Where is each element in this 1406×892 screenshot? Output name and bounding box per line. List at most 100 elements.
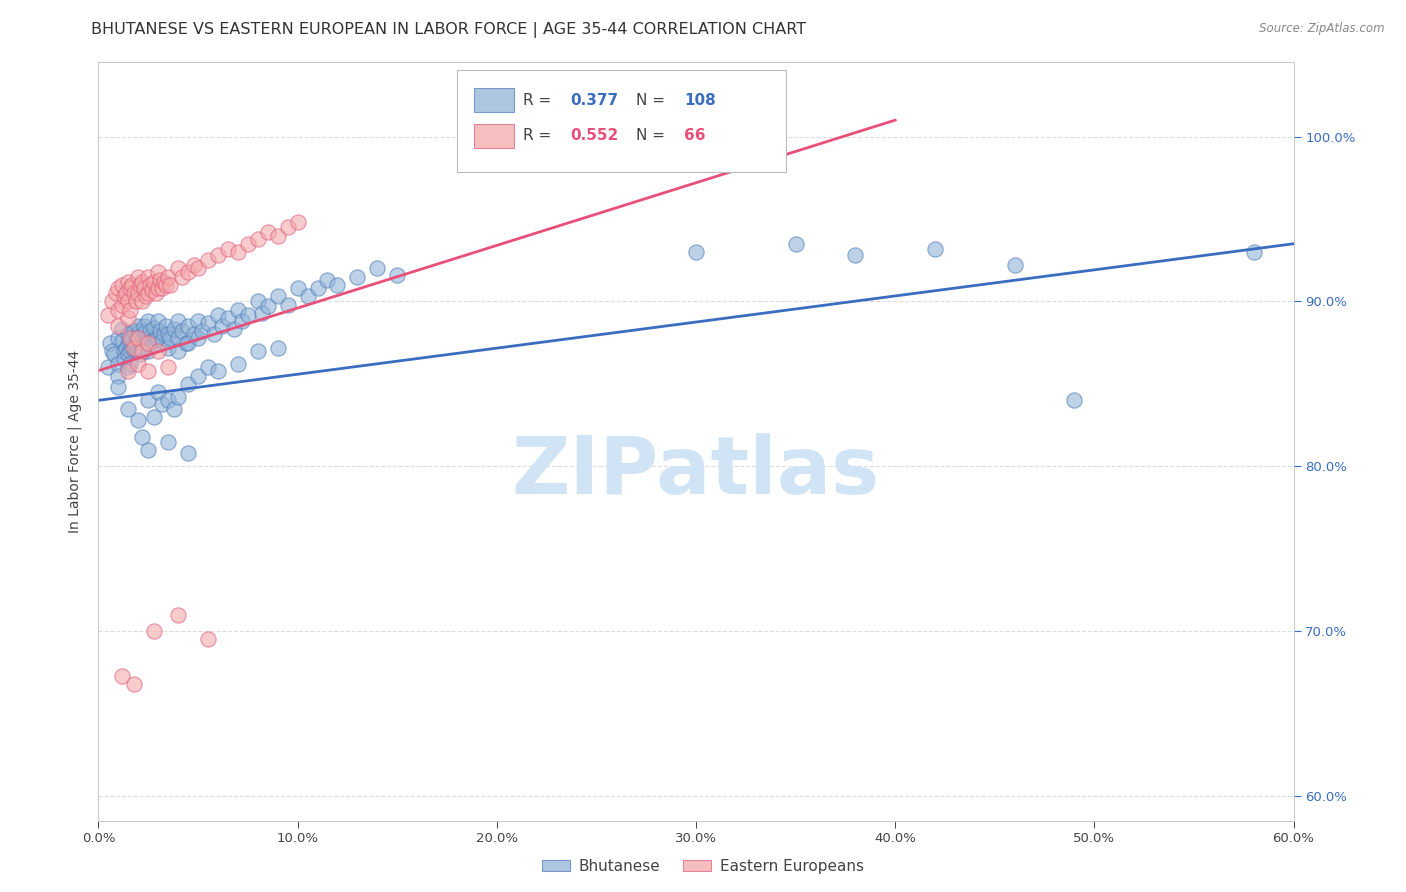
Point (346, 269, 368, 284)
Point (148, 281, 170, 295)
Point (139, 324, 162, 338)
Point (143, 275, 166, 289)
Point (117, 401, 139, 416)
Point (125, 331, 148, 345)
Point (150, 396, 173, 410)
Point (153, 275, 176, 289)
Point (143, 409, 166, 424)
Point (97, 308, 120, 322)
Point (112, 343, 135, 358)
Point (107, 281, 129, 295)
Point (136, 393, 159, 408)
Point (187, 314, 209, 328)
Point (111, 668, 134, 682)
Point (134, 332, 156, 346)
Point (136, 343, 159, 358)
Point (167, 607, 190, 622)
Point (112, 352, 135, 367)
Point (120, 357, 142, 371)
Point (167, 331, 190, 345)
Point (131, 327, 153, 342)
Point (187, 331, 209, 345)
Point (136, 331, 159, 345)
Point (197, 316, 219, 330)
Point (111, 298, 134, 312)
Point (1004, 258, 1026, 272)
Point (107, 357, 129, 371)
Point (157, 269, 180, 284)
Point (366, 261, 388, 276)
Text: R =: R = (523, 128, 555, 144)
Point (316, 273, 339, 287)
Point (127, 343, 149, 358)
Point (120, 334, 142, 348)
Point (157, 341, 180, 355)
Legend: Bhutanese, Eastern Europeans: Bhutanese, Eastern Europeans (536, 853, 870, 880)
Point (157, 327, 180, 342)
Text: 108: 108 (685, 93, 716, 108)
Text: 66: 66 (685, 128, 706, 144)
Point (217, 242, 239, 256)
Point (385, 268, 409, 282)
Text: BHUTANESE VS EASTERN EUROPEAN IN LABOR FORCE | AGE 35-44 CORRELATION CHART: BHUTANESE VS EASTERN EUROPEAN IN LABOR F… (91, 22, 807, 38)
Point (103, 347, 125, 361)
Point (217, 310, 239, 325)
Point (297, 289, 319, 303)
Point (183, 258, 205, 272)
Point (136, 364, 159, 378)
Point (197, 253, 219, 268)
Point (250, 306, 273, 320)
Point (111, 277, 134, 292)
Text: ZIPatlas: ZIPatlas (512, 433, 880, 511)
Point (148, 265, 170, 279)
Point (157, 360, 180, 375)
Point (844, 248, 866, 262)
Point (277, 298, 299, 312)
Point (129, 347, 152, 361)
Point (155, 319, 177, 334)
Point (143, 320, 166, 334)
Point (226, 302, 249, 317)
Point (685, 244, 707, 259)
Point (187, 261, 209, 276)
Point (134, 319, 156, 334)
Text: N =: N = (636, 93, 671, 108)
Point (148, 314, 170, 328)
Point (177, 265, 200, 279)
Point (115, 286, 138, 301)
Point (256, 225, 278, 239)
Point (129, 277, 152, 292)
Point (157, 393, 180, 408)
Point (174, 335, 197, 350)
Point (256, 299, 278, 313)
Point (134, 281, 156, 295)
Point (127, 331, 149, 345)
Point (115, 341, 138, 355)
Point (131, 343, 153, 358)
Point (172, 269, 194, 284)
Point (177, 335, 200, 350)
Point (145, 331, 167, 345)
Point (145, 286, 167, 301)
Point (125, 294, 148, 309)
Point (153, 327, 176, 342)
Point (105, 286, 128, 301)
Point (129, 324, 152, 338)
Point (131, 294, 153, 309)
Point (107, 368, 129, 383)
Point (117, 360, 139, 375)
Point (785, 236, 807, 251)
Point (167, 261, 190, 276)
Point (149, 273, 172, 287)
Point (141, 334, 163, 348)
Point (117, 294, 139, 309)
Point (101, 343, 124, 358)
Point (307, 281, 329, 295)
Point (326, 277, 349, 292)
Point (124, 286, 146, 301)
Point (120, 302, 142, 317)
FancyBboxPatch shape (474, 88, 515, 112)
Point (226, 357, 249, 371)
Y-axis label: In Labor Force | Age 35-44: In Labor Force | Age 35-44 (67, 350, 83, 533)
Point (136, 314, 159, 328)
